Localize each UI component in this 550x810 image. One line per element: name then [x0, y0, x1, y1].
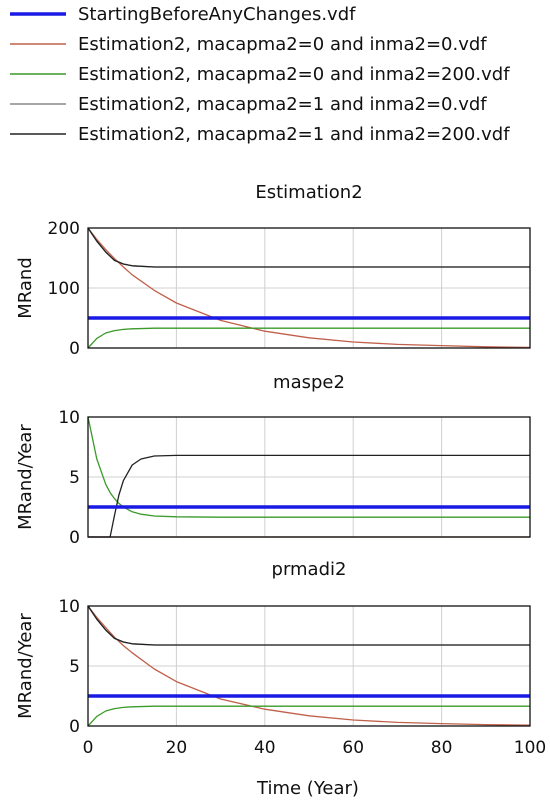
legend-label-4: Estimation2, macapma2=1 and inma2=0.vdf [78, 94, 487, 115]
series-line-3 [87, 705, 530, 727]
series-line-2 [87, 227, 531, 349]
panel-estimation2: Estimation2 MRand 0 100 200 [15, 182, 531, 359]
y-tick-label: 0 [69, 528, 80, 548]
panel-title: Estimation2 [255, 182, 362, 203]
series-line-5 [87, 227, 530, 268]
x-tick-label: 40 [254, 738, 276, 758]
series-line-3 [87, 327, 530, 349]
x-tick-label: 20 [166, 738, 188, 758]
y-tick-label: 10 [58, 597, 80, 617]
series-line-4 [87, 227, 530, 268]
series-line-5 [87, 605, 530, 646]
plot-frame [87, 605, 531, 727]
y-tick-label: 0 [69, 339, 80, 359]
panel-title: prmadi2 [272, 559, 347, 580]
x-axis-label: Time (Year) [256, 778, 359, 799]
y-tick-label: 10 [58, 408, 80, 428]
series-line-3 [87, 416, 530, 518]
y-tick-label: 0 [69, 717, 80, 737]
plot-frame [87, 416, 531, 538]
panel-maspe2: maspe2 MRand/Year 0 5 10 [15, 372, 531, 548]
panel-title: maspe2 [273, 372, 345, 393]
y-axis-label: MRand [15, 257, 36, 319]
series-line-5 [88, 454, 530, 538]
legend: StartingBeforeAnyChanges.vdf Estimation2,… [10, 4, 510, 145]
x-tick-label: 0 [83, 738, 94, 758]
series-line-4 [87, 605, 530, 646]
y-tick-label: 200 [48, 219, 80, 239]
legend-label-5: Estimation2, macapma2=1 and inma2=200.vd… [78, 124, 510, 145]
y-tick-label: 5 [69, 468, 80, 488]
legend-label-2: Estimation2, macapma2=0 and inma2=0.vdf [78, 34, 487, 55]
y-axis-label: MRand/Year [15, 613, 36, 719]
y-tick-label: 5 [69, 657, 80, 677]
legend-label-1: StartingBeforeAnyChanges.vdf [78, 4, 356, 25]
legend-label-3: Estimation2, macapma2=0 and inma2=200.vd… [78, 64, 510, 85]
y-tick-label: 100 [48, 279, 80, 299]
chart-panels: Estimation2MRand0100200maspe2MRand/Year0… [15, 182, 546, 758]
series-line-2 [87, 605, 531, 726]
plot-frame [87, 227, 531, 349]
x-tick-label: 100 [514, 738, 546, 758]
x-tick-label: 80 [431, 738, 453, 758]
y-axis-label: MRand/Year [15, 424, 36, 530]
x-tick-label: 60 [342, 738, 364, 758]
